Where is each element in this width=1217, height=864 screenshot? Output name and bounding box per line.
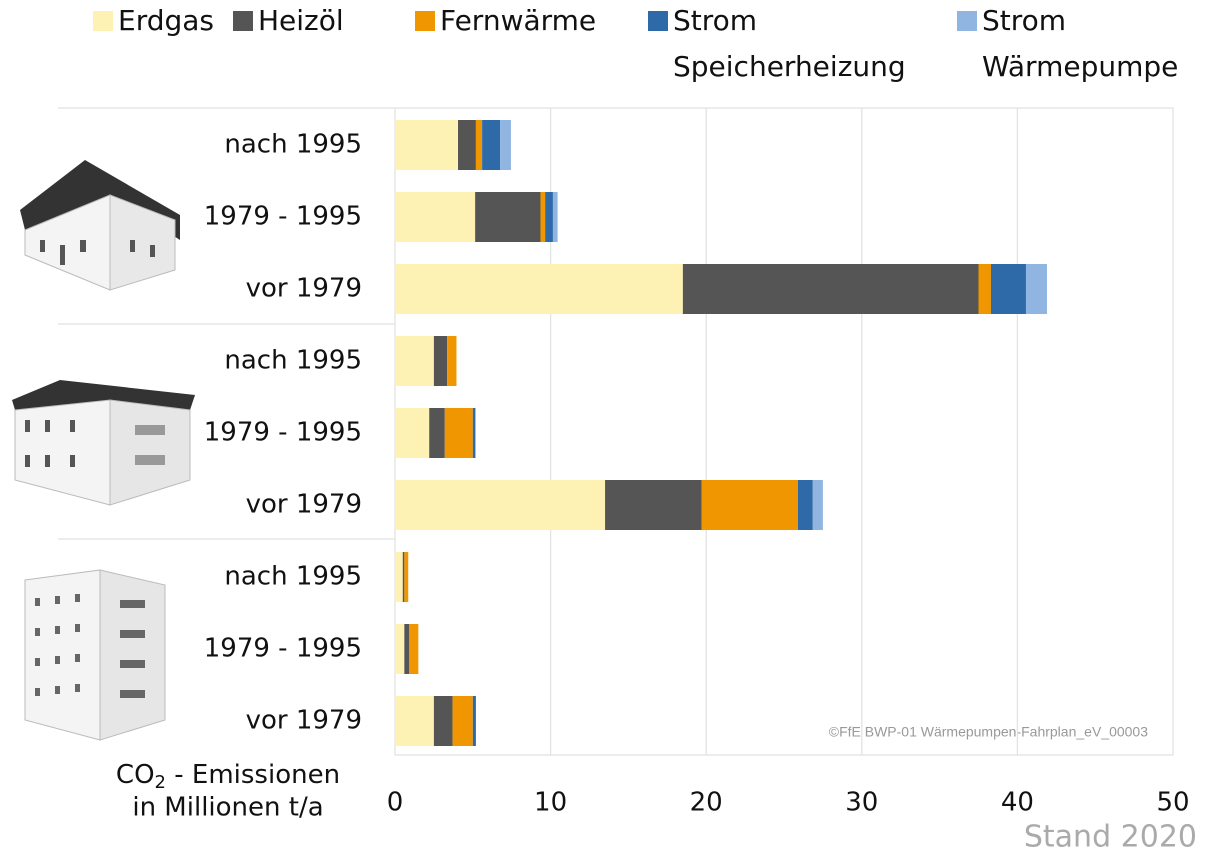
bar-segment	[395, 480, 606, 530]
bar-segment	[540, 192, 546, 242]
bar-segment	[444, 408, 473, 458]
x-axis-label-line2: in Millionen t/a	[132, 793, 323, 823]
bar-segment	[395, 408, 430, 458]
bar-segment	[475, 192, 541, 242]
legend-label: Strom Wärmepumpe	[982, 4, 1178, 83]
bar-segment	[990, 264, 1026, 314]
bar-segment	[798, 480, 813, 530]
bar-segment	[472, 408, 476, 458]
bar-segment	[402, 552, 405, 602]
y-tick-label: vor 1979	[246, 490, 362, 520]
house-icon	[20, 160, 180, 291]
bar-segment	[395, 192, 476, 242]
apartment-icon	[12, 380, 195, 506]
highrise-icon	[24, 569, 166, 741]
x-axis-label: CO2 - Emissionen	[116, 760, 340, 794]
y-tick-label: 1979 - 1995	[204, 418, 362, 448]
legend-swatch	[415, 11, 435, 31]
x-tick-label: 30	[845, 788, 878, 818]
bar-segment	[475, 120, 483, 170]
x-tick-label: 50	[1156, 788, 1189, 818]
y-tick-label: nach 1995	[224, 130, 362, 160]
bar-segment	[458, 120, 476, 170]
legend-swatch	[648, 11, 668, 31]
x-tick-label: 10	[534, 788, 567, 818]
x-tick-label: 0	[387, 788, 404, 818]
bar-segment	[472, 696, 476, 746]
legend-swatch	[93, 11, 113, 31]
x-tick-label: 20	[690, 788, 723, 818]
legend-swatch	[233, 11, 253, 31]
bar-segment	[475, 408, 476, 458]
bar-segment	[433, 336, 448, 386]
bar-segment	[395, 336, 434, 386]
bar-segment	[605, 480, 702, 530]
bar-segment	[452, 696, 473, 746]
bar-segment	[395, 624, 405, 674]
y-tick-label: 1979 - 1995	[204, 634, 362, 664]
bar-segment	[395, 120, 459, 170]
bar-segment	[433, 696, 453, 746]
x-axis-label-part: - Emissionen	[166, 760, 340, 790]
bar-segment	[978, 264, 991, 314]
bar-segment	[447, 336, 457, 386]
bar-segment	[395, 696, 434, 746]
legend-label: Strom Speicherheizung	[673, 4, 906, 83]
x-tick-label: 40	[1001, 788, 1034, 818]
bar-segment	[404, 552, 409, 602]
bar-segment	[1025, 264, 1047, 314]
bar-segment	[682, 264, 979, 314]
credit: ©FfE BWP-01 Wärmepumpen-Fahrplan_eV_0000…	[829, 724, 1148, 740]
bar-segment	[500, 120, 511, 170]
bar-segment	[545, 192, 553, 242]
bar-segment	[812, 480, 823, 530]
bar-segment	[552, 192, 558, 242]
bar-segment	[409, 624, 419, 674]
bar-segment	[395, 552, 403, 602]
y-tick-label: 1979 - 1995	[204, 202, 362, 232]
bar-segment	[482, 120, 501, 170]
bar-segment	[701, 480, 799, 530]
x-axis-label-part: CO	[116, 760, 155, 790]
bar-segment	[429, 408, 445, 458]
legend-label: Fernwärme	[440, 4, 596, 37]
y-tick-label: nach 1995	[224, 562, 362, 592]
bar-segment	[395, 264, 683, 314]
x-axis-label-subscript: 2	[155, 772, 166, 793]
y-tick-label: vor 1979	[246, 274, 362, 304]
y-tick-label: vor 1979	[246, 706, 362, 736]
legend-label: Erdgas	[118, 4, 214, 37]
legend-label: Heizöl	[258, 4, 344, 37]
bar-segment	[404, 624, 410, 674]
y-tick-label: nach 1995	[224, 346, 362, 376]
legend-swatch	[957, 11, 977, 31]
stand: Stand 2020	[1024, 820, 1197, 855]
